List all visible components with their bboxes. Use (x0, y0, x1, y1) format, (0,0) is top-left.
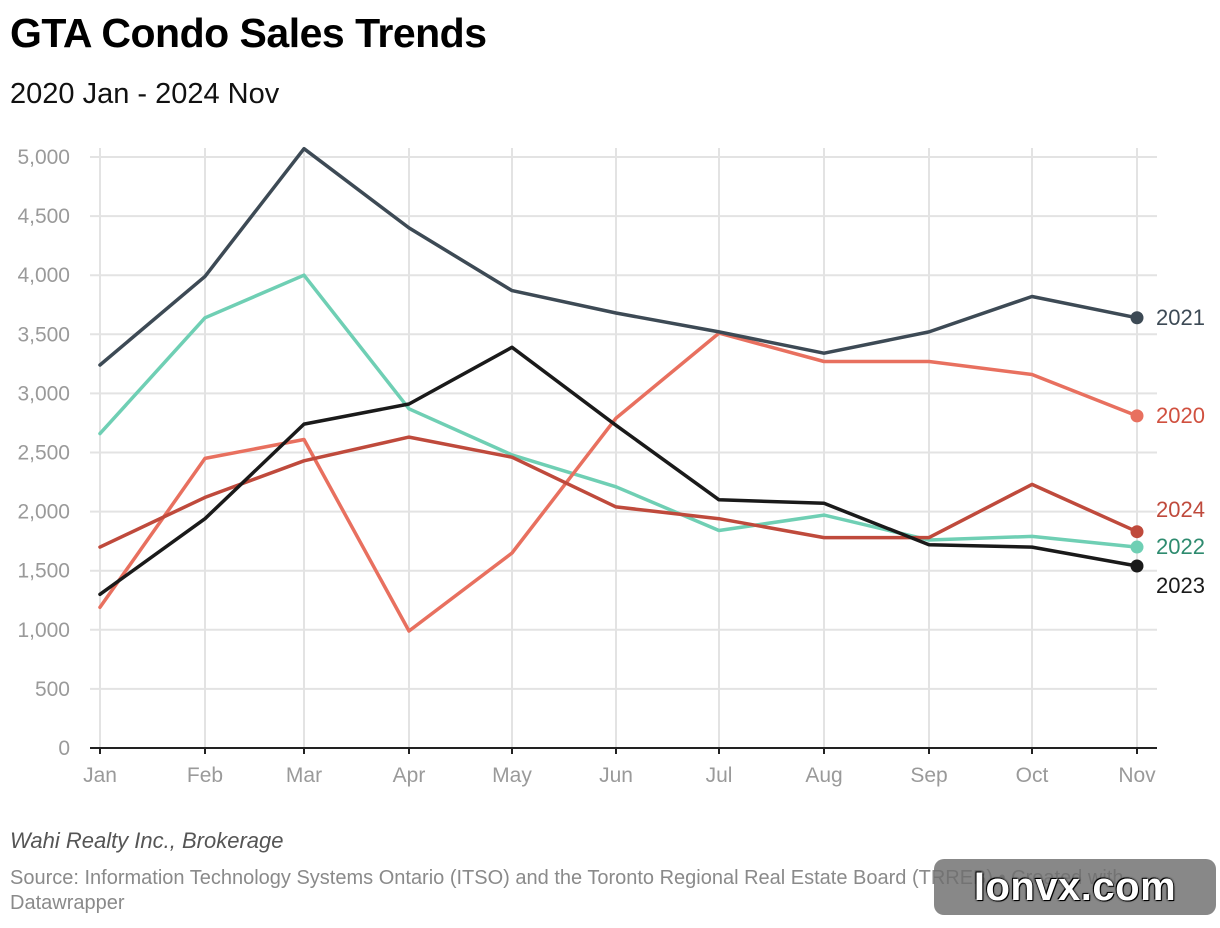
series-end-labels: 2022 2020 2024 2023 2021 (1156, 305, 1205, 598)
y-tick-label: 1,000 (17, 619, 70, 642)
series-lines (98, 146, 1144, 633)
x-tick-label: Jun (599, 764, 633, 787)
series-line-2022 (98, 273, 1139, 549)
y-axis-labels: 0 500 1,000 1,500 2,000 2,500 3,000 3,500 4,000 4… (17, 146, 70, 760)
y-tick-label: 2,000 (17, 501, 70, 524)
series-line-2023 (98, 345, 1139, 597)
source-note: Source: Information Technology Systems O… (10, 867, 1124, 914)
y-tick-label: 0 (58, 737, 70, 760)
x-tick-label: Feb (187, 764, 223, 787)
x-tick-label: Mar (286, 764, 322, 787)
x-tick-label: Aug (805, 764, 842, 787)
byline: Wahi Realty Inc., Brokerage (10, 828, 284, 853)
x-tick-label: Apr (393, 764, 426, 787)
y-tick-label: 2,500 (17, 442, 70, 465)
y-tick-label: 500 (35, 678, 70, 701)
y-tick-label: 3,000 (17, 382, 70, 405)
x-tick-label: Jul (706, 764, 733, 787)
series-line-2020 (98, 331, 1139, 633)
x-tick-label: May (492, 764, 532, 787)
grid-lines (90, 148, 1157, 754)
x-tick-label: Nov (1118, 764, 1156, 787)
chart-subtitle: 2020 Jan - 2024 Nov (10, 78, 280, 110)
x-tick-label: Sep (910, 764, 947, 787)
series-label-2022: 2022 (1156, 534, 1205, 559)
y-tick-label: 4,000 (17, 264, 70, 287)
series-end-dot-2021 (1130, 311, 1144, 325)
series-end-dot-2024 (1130, 525, 1144, 539)
x-tick-label: Oct (1016, 764, 1049, 787)
series-line-2024 (98, 435, 1139, 549)
series-label-2020: 2020 (1156, 403, 1205, 428)
x-tick-label: Jan (83, 764, 117, 787)
y-tick-label: 3,500 (17, 323, 70, 346)
chart-title: GTA Condo Sales Trends (10, 10, 487, 56)
series-end-dot-2023 (1130, 559, 1144, 573)
series-end-dot-2022 (1130, 540, 1144, 554)
series-label-2021: 2021 (1156, 305, 1205, 330)
series-end-dot-2020 (1130, 409, 1144, 423)
y-tick-label: 1,500 (17, 560, 70, 583)
series-line-2021 (98, 146, 1139, 367)
y-tick-label: 4,500 (17, 205, 70, 228)
series-label-2023: 2023 (1156, 573, 1205, 598)
x-axis-labels: Jan Feb Mar Apr May Jun Jul Aug Sep Oct Nov (83, 764, 1156, 787)
watermark-badge: Ionvx.com (934, 859, 1216, 915)
series-label-2024: 2024 (1156, 497, 1205, 522)
y-tick-label: 5,000 (17, 146, 70, 169)
